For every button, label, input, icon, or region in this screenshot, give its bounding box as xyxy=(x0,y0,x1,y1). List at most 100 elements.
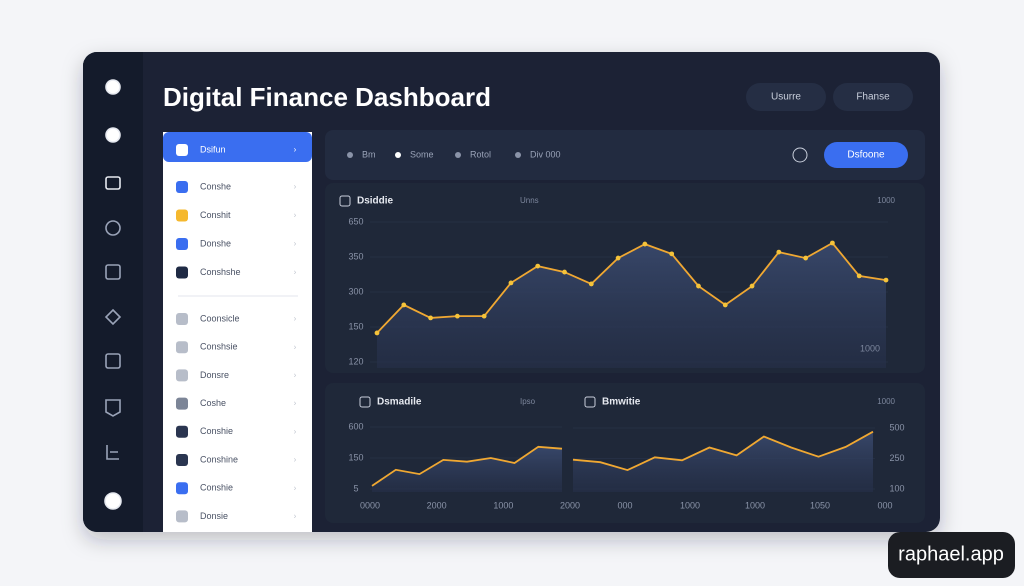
sidebar-icon xyxy=(176,209,188,222)
line xyxy=(371,445,563,487)
legend-label: Some xyxy=(410,149,434,159)
toolbar-icon[interactable] xyxy=(792,147,808,163)
sidebar-label: Donsre xyxy=(200,370,229,380)
page-title: Digital Finance Dashboard xyxy=(163,82,491,112)
sidebar-label: Coshe xyxy=(200,398,226,408)
chart-icon xyxy=(584,396,596,408)
sidebar-icon xyxy=(176,341,188,354)
point xyxy=(615,255,621,261)
nav-icon[interactable] xyxy=(105,176,121,190)
settings-icon[interactable] xyxy=(104,492,122,510)
sidebar-chevron: › xyxy=(294,342,297,351)
point xyxy=(454,313,460,319)
sidebar-chevron: › xyxy=(294,399,297,408)
y-tick-label: 250 xyxy=(889,453,904,463)
sidebar-icon xyxy=(176,510,188,523)
sidebar-chevron: › xyxy=(294,371,297,380)
badge xyxy=(888,532,1015,578)
y-tick-label: 150 xyxy=(348,321,363,331)
point xyxy=(428,315,433,321)
sidebar-label: Conshine xyxy=(200,454,238,464)
sidebar-chevron: › xyxy=(294,512,297,521)
y-tick-label: 300 xyxy=(348,286,363,296)
toolbar-button[interactable] xyxy=(824,142,908,168)
nav-icon[interactable] xyxy=(105,127,121,143)
sidebar-label: Conshshe xyxy=(200,267,241,277)
x-tick-label: 0000 xyxy=(360,500,380,510)
legend-label: Rotol xyxy=(470,149,491,159)
sidebar-icon xyxy=(176,144,188,156)
sidebar-chevron: › xyxy=(294,268,297,277)
point xyxy=(535,263,541,269)
chart-title: Dsmadile xyxy=(377,397,422,408)
header-button[interactable] xyxy=(746,83,826,111)
nav-icon[interactable] xyxy=(105,353,121,369)
sidebar-chevron: › xyxy=(294,427,297,436)
legend-label: Bm xyxy=(362,149,376,159)
sidebar-chevron: › xyxy=(294,182,297,191)
sidebar-icon xyxy=(176,181,188,193)
y-tick-label: 150 xyxy=(348,452,363,462)
chart-note: 1000 xyxy=(860,343,880,353)
x-tick-label: 1000 xyxy=(680,500,700,510)
sidebar-icon xyxy=(176,369,188,382)
y-tick-label: 650 xyxy=(348,216,363,226)
badge-text: raphael.app xyxy=(898,543,1004,565)
point xyxy=(696,283,701,289)
sidebar-label: Donsie xyxy=(200,511,228,521)
nav-icon[interactable] xyxy=(105,220,121,236)
legend-dot xyxy=(455,152,461,158)
rail-icons xyxy=(104,79,122,510)
chart-corner: 1000 xyxy=(877,196,895,205)
sidebar-label: Dsifun xyxy=(200,144,226,154)
x-tick-label: 000 xyxy=(877,500,892,510)
x-tick-label: 1000 xyxy=(493,500,513,510)
sidebar-chevron: › xyxy=(294,483,297,492)
line-area xyxy=(372,446,562,492)
header-button[interactable] xyxy=(833,83,913,111)
y-tick-label: 600 xyxy=(348,421,363,431)
point xyxy=(508,280,514,286)
x-tick-label: 2000 xyxy=(560,500,580,510)
sidebar-label: Coonsicle xyxy=(200,313,240,323)
point xyxy=(481,313,487,319)
x-tick-label: 000 xyxy=(617,500,632,510)
toolbar xyxy=(325,130,925,180)
chart-title: Bmwitie xyxy=(602,397,641,408)
nav-icon[interactable] xyxy=(105,264,121,280)
nav-icon[interactable] xyxy=(106,445,119,460)
y-tick-label: 5 xyxy=(353,483,358,493)
sidebar-icon xyxy=(176,454,188,466)
point xyxy=(803,255,809,261)
y-tick-label: 350 xyxy=(348,251,363,261)
sidebar xyxy=(163,132,312,532)
x-tick-label: 2000 xyxy=(427,500,447,510)
point xyxy=(374,330,380,336)
legend-dot xyxy=(347,152,353,158)
sidebar-icon xyxy=(176,482,188,495)
point xyxy=(642,241,648,247)
y-tick-label: 500 xyxy=(889,422,904,432)
sidebar-label: Conshe xyxy=(200,181,231,191)
sidebar-icon xyxy=(176,425,188,438)
sidebar-chevron: › xyxy=(294,145,297,154)
point xyxy=(883,277,889,283)
header-button-label: Usurre xyxy=(771,92,801,103)
point xyxy=(776,249,782,255)
y-tick-label: 100 xyxy=(889,483,904,493)
point xyxy=(588,281,594,287)
sidebar-icon xyxy=(176,313,188,325)
sidebar-label: Conshsie xyxy=(200,342,238,352)
sidebar-icon xyxy=(176,397,188,410)
point xyxy=(562,269,567,275)
point xyxy=(749,283,755,289)
sidebar-label: Conshie xyxy=(200,483,233,493)
nav-icon[interactable] xyxy=(105,399,121,417)
sidebar-active[interactable] xyxy=(163,132,312,162)
legend-dot xyxy=(395,152,401,158)
nav-icon[interactable] xyxy=(104,308,122,326)
chart-corner: 1000 xyxy=(877,397,895,406)
point xyxy=(830,240,835,246)
line-area xyxy=(573,431,873,492)
